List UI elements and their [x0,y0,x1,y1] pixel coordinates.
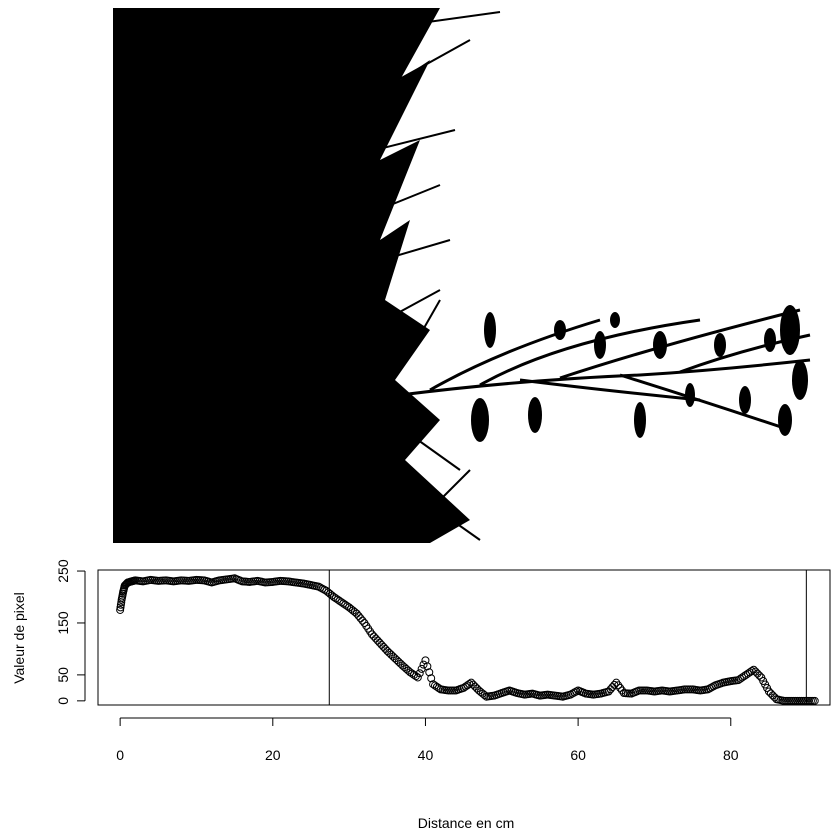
data-point [413,673,422,682]
data-point [369,632,378,641]
data-point [116,603,125,612]
data-point [612,678,621,687]
plant-silhouette-image [113,8,825,543]
grass-blades [369,11,501,541]
data-point [381,644,390,653]
data-point [425,668,434,677]
y-tick-label: 50 [55,667,71,683]
seed-heads [471,305,808,442]
data-point [379,642,388,651]
data-point [810,696,819,705]
data-point [377,640,386,649]
x-tick-label: 0 [116,747,124,763]
data-point [415,669,424,678]
data-point [614,681,623,690]
data-point [318,584,327,593]
data-point [373,636,382,645]
data-point [371,634,380,643]
data-point [766,689,775,698]
scatter-plot: 0 20 40 60 80 0 50 150 250 Distance en cm Valeu… [11,559,831,831]
data-point [116,605,125,614]
data-point [423,662,432,671]
data-point [427,674,436,683]
data-point [480,691,489,700]
y-tick-label: 150 [55,611,71,635]
plot-frame [97,569,831,706]
x-axis: 0 20 40 60 80 [116,717,739,763]
data-point [421,656,430,665]
y-axis-title: Valeur de pixel [11,592,27,684]
data-point [419,660,428,669]
data-point [755,671,764,680]
data-point [570,688,579,697]
reference-lines [328,570,807,705]
y-tick-label: 250 [55,559,71,583]
data-point [471,682,480,691]
data-points [116,574,819,705]
x-tick-label: 20 [265,747,281,763]
x-axis-title: Distance en cm [418,815,514,831]
data-point [358,616,367,625]
x-tick-label: 40 [418,747,434,763]
data-point [375,638,384,647]
data-point [753,669,762,678]
x-tick-label: 60 [570,747,586,763]
y-axis: 0 50 150 250 [55,559,86,705]
data-point [434,684,443,693]
data-point [572,687,581,696]
y-tick-label: 0 [55,697,71,705]
data-point [616,683,625,692]
grass-clump [113,8,470,543]
x-tick-label: 80 [723,747,739,763]
